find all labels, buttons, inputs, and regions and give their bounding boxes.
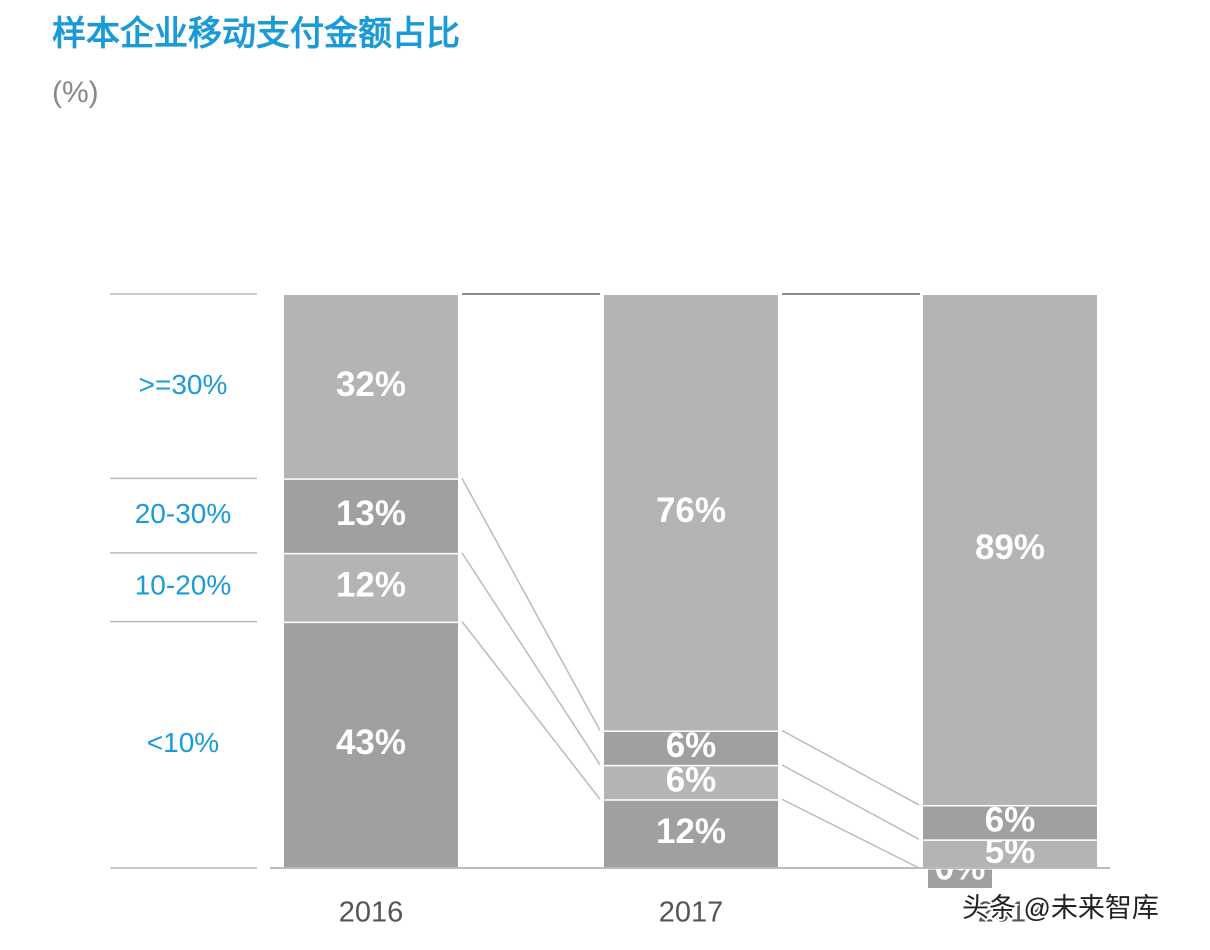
value-label: 12%	[656, 812, 726, 851]
value-label: 6%	[985, 800, 1036, 839]
connector	[781, 798, 920, 869]
value-label: 12%	[336, 565, 406, 604]
chart-subtitle: (%)	[52, 76, 99, 109]
chart-title: 样本企业移动支付金额占比	[52, 14, 460, 53]
bar-segment	[284, 621, 458, 868]
watermark: 头条 @未来智库	[962, 893, 1159, 923]
value-label: 76%	[656, 491, 726, 530]
bar-segment	[923, 804, 1097, 840]
x-tick-label: 2017	[659, 897, 724, 929]
bar-segment	[604, 799, 778, 868]
connector	[461, 621, 601, 800]
connector	[461, 552, 601, 766]
series-label: 10-20%	[135, 570, 232, 601]
value-label: 6%	[666, 760, 717, 799]
x-tick-label: 2018	[978, 897, 1043, 929]
value-label: 89%	[975, 528, 1045, 567]
bar-segment	[604, 295, 778, 731]
value-label: 32%	[336, 365, 406, 404]
series-label: <10%	[147, 727, 219, 758]
value-label: 6%	[666, 726, 717, 765]
series-label: 20-30%	[135, 498, 232, 529]
value-label: 43%	[336, 723, 406, 762]
bar-segment	[284, 295, 458, 479]
bar-segment	[284, 552, 458, 622]
connector	[461, 477, 601, 731]
value-label: 13%	[336, 494, 406, 533]
connector	[781, 764, 920, 841]
x-tick-label: 2016	[339, 897, 404, 929]
bar-segment	[604, 730, 778, 765]
bar-segment	[923, 839, 1097, 868]
bar-segment	[604, 764, 778, 800]
connector	[781, 729, 920, 806]
bar-segment	[284, 478, 458, 553]
series-label: >=30%	[139, 369, 228, 400]
bar-segment	[923, 295, 1097, 805]
